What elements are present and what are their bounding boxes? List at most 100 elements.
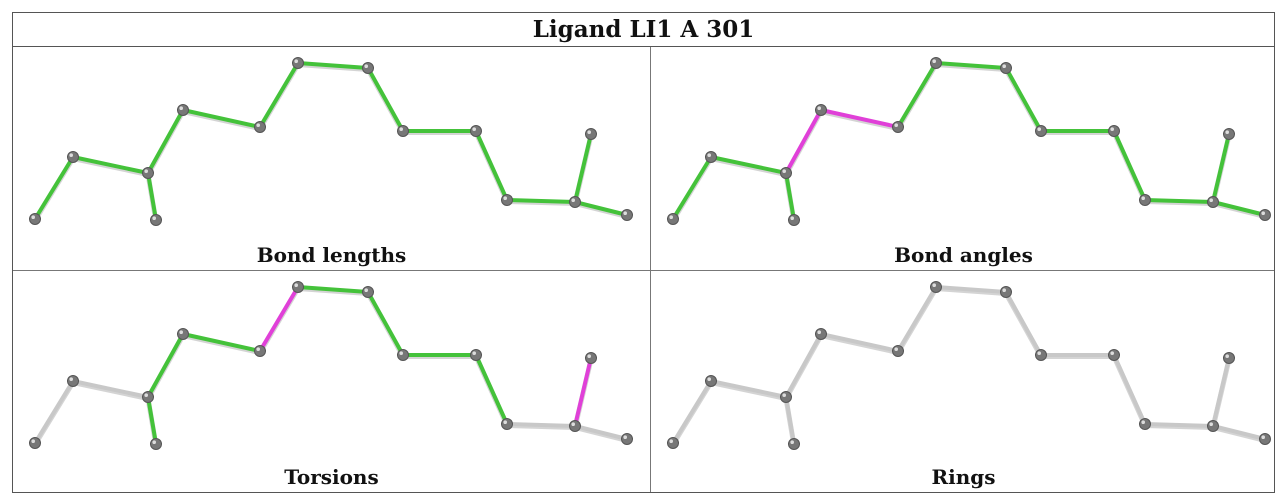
panel-bond-lengths: Bond lengths xyxy=(13,47,650,270)
atom-highlight xyxy=(144,169,148,173)
atom xyxy=(667,213,679,225)
atom-highlight xyxy=(294,59,299,63)
atom-highlight xyxy=(31,215,35,219)
atom-highlight xyxy=(707,377,711,381)
atom-highlight xyxy=(782,169,786,173)
panel-caption: Bond angles xyxy=(894,243,1033,267)
atom-highlight xyxy=(472,127,477,131)
panel-bond-angles: Bond angles xyxy=(651,47,1276,270)
bond xyxy=(1211,424,1267,441)
atom-highlight xyxy=(179,330,183,334)
bond xyxy=(366,66,405,133)
atom xyxy=(150,214,162,226)
atom-highlight xyxy=(817,330,821,334)
atom xyxy=(501,194,513,206)
atom-highlight xyxy=(1110,127,1114,131)
atom xyxy=(1223,128,1235,140)
bond xyxy=(671,155,713,221)
atom-highlight xyxy=(707,153,711,157)
atom-highlight xyxy=(256,123,260,127)
atom-highlight xyxy=(1209,198,1213,202)
bond xyxy=(934,285,1008,294)
atom xyxy=(788,214,800,226)
atom xyxy=(1259,209,1271,221)
atom xyxy=(29,213,41,225)
atom xyxy=(177,328,189,340)
atom-highlight xyxy=(1225,354,1229,358)
atom-highlight xyxy=(669,215,673,219)
atom-highlight xyxy=(932,59,936,63)
atom xyxy=(150,438,162,450)
atom xyxy=(362,62,374,74)
bond xyxy=(1112,353,1147,426)
bond xyxy=(33,155,75,221)
bond xyxy=(784,108,823,175)
atom xyxy=(470,125,482,137)
atom xyxy=(815,104,827,116)
atom-highlight xyxy=(571,198,575,202)
bond xyxy=(474,353,509,426)
panel-caption: Torsions xyxy=(284,465,379,489)
atom xyxy=(1000,62,1012,74)
panel-divider-vertical xyxy=(650,47,651,492)
atom-highlight xyxy=(587,354,591,358)
atom-highlight xyxy=(1225,130,1229,134)
atom xyxy=(930,57,942,69)
atom-highlight xyxy=(503,420,508,424)
atom-highlight xyxy=(817,106,821,110)
atom xyxy=(621,209,633,221)
molecule-bond-angles xyxy=(667,57,1271,226)
bond xyxy=(1143,422,1215,428)
atom xyxy=(780,167,792,179)
atom xyxy=(362,286,374,298)
bond xyxy=(146,332,185,399)
panel-divider-horizontal xyxy=(13,270,1274,271)
panel-caption: Bond lengths xyxy=(256,243,407,267)
atom xyxy=(29,437,41,449)
panel-grid: Bond lengths Bond angles Torsions Rings xyxy=(12,46,1275,493)
atom xyxy=(569,420,581,432)
atom-highlight xyxy=(152,440,156,444)
figure-title: Ligand LI1 A 301 xyxy=(12,12,1275,46)
bond xyxy=(896,61,938,129)
atom xyxy=(67,375,79,387)
atom-highlight xyxy=(1002,64,1006,68)
atom-highlight xyxy=(364,288,369,292)
atom xyxy=(1139,418,1151,430)
atom xyxy=(142,167,154,179)
atom xyxy=(892,345,904,357)
atom xyxy=(1207,196,1219,208)
atom xyxy=(1259,433,1271,445)
atom xyxy=(780,391,792,403)
bond xyxy=(505,198,577,204)
bond xyxy=(146,395,158,446)
bond xyxy=(258,285,300,353)
bond xyxy=(296,285,370,294)
bond xyxy=(1211,200,1267,217)
bond xyxy=(1112,129,1147,202)
atom-highlight xyxy=(472,351,477,355)
bond xyxy=(146,171,158,222)
atom xyxy=(1035,349,1047,361)
atom-highlight xyxy=(1110,351,1114,355)
atom xyxy=(667,437,679,449)
bond xyxy=(819,332,900,353)
atom xyxy=(1035,125,1047,137)
bond xyxy=(474,129,509,202)
atom-highlight xyxy=(399,351,404,355)
atom-highlight xyxy=(1037,351,1041,355)
atom-highlight xyxy=(623,435,627,439)
bond xyxy=(896,285,938,353)
bond xyxy=(258,61,300,129)
panel-torsions: Torsions xyxy=(13,271,650,494)
atom-highlight xyxy=(69,377,73,381)
atom xyxy=(1108,349,1120,361)
atom xyxy=(892,121,904,133)
atom-highlight xyxy=(894,123,898,127)
bond xyxy=(573,200,629,217)
atom-highlight xyxy=(364,64,369,68)
atom xyxy=(815,328,827,340)
atom xyxy=(705,375,717,387)
bond xyxy=(181,108,262,129)
